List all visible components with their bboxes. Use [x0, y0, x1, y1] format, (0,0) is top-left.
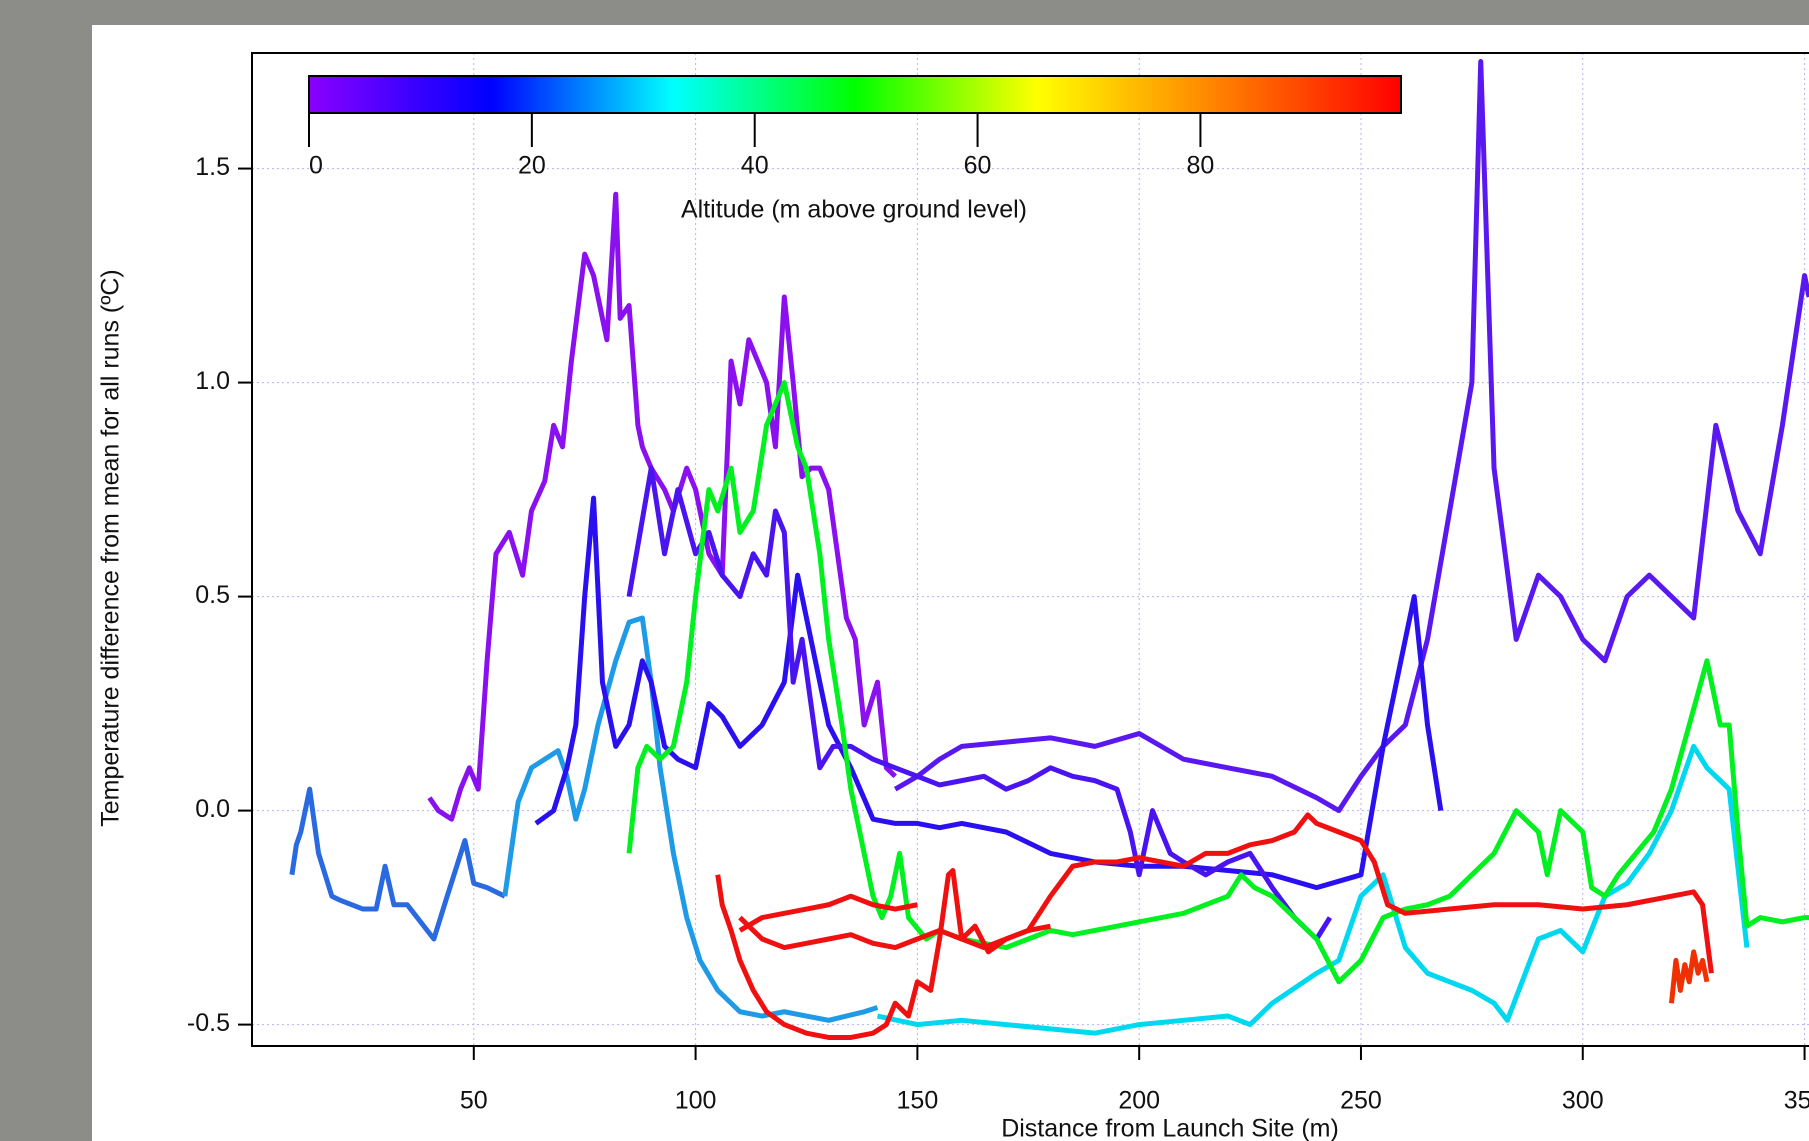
x-tick-label: 250: [1340, 1087, 1382, 1115]
x-tick-label: 300: [1562, 1087, 1604, 1115]
data-line: [534, 495, 1444, 891]
x-tick-label: 150: [897, 1087, 939, 1115]
y-tick-label: 0.0: [195, 795, 230, 823]
data-line: [626, 465, 1333, 942]
data-line: [715, 812, 1714, 1040]
data-line: [738, 915, 1051, 951]
y-tick-label: 1.5: [195, 153, 230, 181]
colorbar-tick-label: 80: [1187, 152, 1215, 180]
x-tick-label: 50: [460, 1087, 488, 1115]
data-line: [1669, 949, 1710, 1004]
colorbar-label: Altitude (m above ground level): [681, 196, 1027, 224]
data-line: [626, 380, 1809, 985]
colorbar-tick-label: 60: [964, 152, 992, 180]
colorbar-tick-label: 40: [741, 152, 769, 180]
y-tick-label: -0.5: [187, 1009, 230, 1037]
colorbar: [308, 75, 1402, 114]
x-tick-label: 100: [675, 1087, 717, 1115]
data-line: [427, 191, 897, 822]
x-axis-label: Distance from Launch Site (m): [1001, 1115, 1339, 1141]
x-tick-label: 200: [1118, 1087, 1160, 1115]
y-tick-label: 1.0: [195, 367, 230, 395]
y-tick-label: 0.5: [195, 581, 230, 609]
y-axis-label: Temperature difference from mean for all…: [97, 269, 125, 827]
chart-panel: [92, 25, 1809, 1141]
plot-frame: [251, 52, 1809, 1047]
x-tick-label: 350: [1784, 1087, 1809, 1115]
data-line: [876, 743, 1750, 1036]
data-line: [738, 893, 918, 933]
colorbar-tick-label: 20: [518, 152, 546, 180]
colorbar-tick-label: 0: [309, 152, 323, 180]
data-line: [893, 59, 1809, 814]
data-line: [289, 786, 506, 942]
